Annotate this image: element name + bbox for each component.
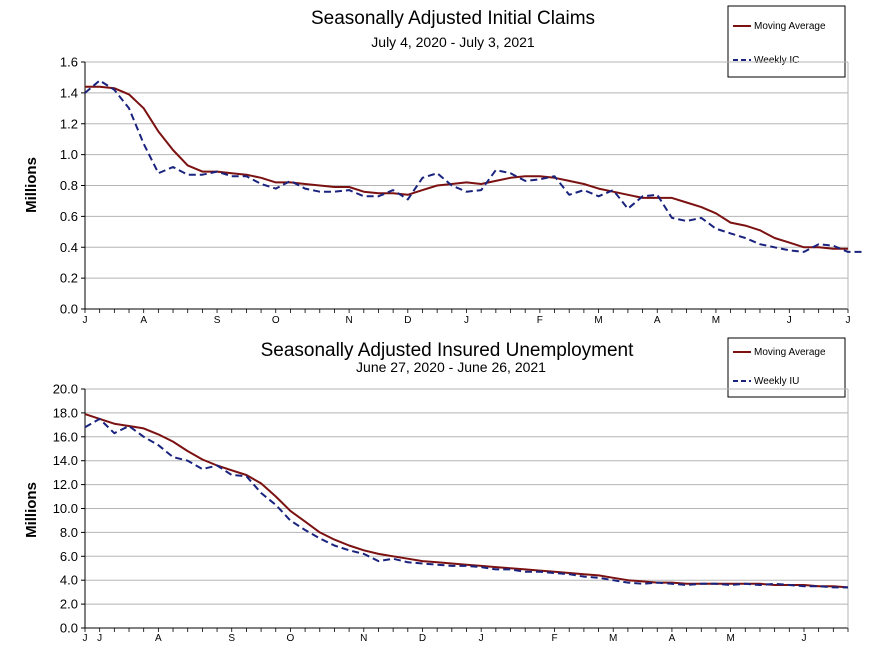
plot-area: 0.0 0.2 0.4 0.6 0.8 1.0 1.2 1.4 1.6 J A S O N D J F M A M J J xyxy=(60,55,863,326)
x-month-label: D xyxy=(419,633,426,644)
y-tick-label: 14.0 xyxy=(53,453,78,468)
chart-subtitle: July 4, 2020 - July 3, 2021 xyxy=(371,34,535,50)
legend-weekly-ic-label: Weekly IC xyxy=(754,55,799,66)
x-month-label: N xyxy=(360,633,367,644)
x-month-label: M xyxy=(609,633,617,644)
y-tick-label: 4.0 xyxy=(60,573,78,588)
legend: Moving Average Weekly IU xyxy=(727,337,846,398)
y-tick-label: 0.6 xyxy=(60,209,78,224)
y-tick-label: 20.0 xyxy=(53,382,78,397)
legend-moving-average-label: Moving Average xyxy=(754,21,826,32)
weekly-series-line xyxy=(84,417,848,589)
x-month-label: A xyxy=(669,633,676,644)
x-month-label: S xyxy=(214,315,221,326)
legend-box xyxy=(727,337,846,398)
x-month-label: J xyxy=(464,315,469,326)
y-tick-label: 1.2 xyxy=(60,116,78,131)
x-month-label: J xyxy=(83,315,88,326)
legend-weekly-iu-label: Weekly IU xyxy=(754,376,799,387)
x-month-label: J xyxy=(787,315,792,326)
x-month-label: A xyxy=(654,315,661,326)
chart-title: Seasonally Adjusted Initial Claims xyxy=(311,8,595,29)
x-month-label: M xyxy=(712,315,720,326)
legend: Moving Average Weekly IC xyxy=(727,5,846,78)
x-month-label: D xyxy=(404,315,411,326)
x-month-label: O xyxy=(272,315,280,326)
chart-title: Seasonally Adjusted Insured Unemployment xyxy=(261,340,635,361)
y-tick-label: 18.0 xyxy=(53,405,78,420)
y-tick-label: 0.0 xyxy=(60,302,78,317)
x-month-label: O xyxy=(287,633,295,644)
x-month-label: A xyxy=(155,633,162,644)
y-tick-label: 1.4 xyxy=(60,85,78,100)
plot-area: 0.0 2.0 4.0 6.0 8.0 10.0 12.0 14.0 16.0 18.0 20.0 J… xyxy=(53,382,849,644)
y-tick-label: 1.6 xyxy=(60,55,78,70)
moving-average-line xyxy=(84,413,849,589)
y-tick-label: 10.0 xyxy=(53,501,78,516)
x-month-label: F xyxy=(537,315,543,326)
y-tick-label: 6.0 xyxy=(60,549,78,564)
x-month-label: J xyxy=(846,315,851,326)
y-tick-label: 16.0 xyxy=(53,429,78,444)
legend-moving-average-label: Moving Average xyxy=(754,347,826,358)
y-tick-label: 0.2 xyxy=(60,271,78,286)
y-tick-label: 0.8 xyxy=(60,178,78,193)
x-month-label: A xyxy=(140,315,147,326)
chart-subtitle: June 27, 2020 - June 26, 2021 xyxy=(356,359,546,375)
y-tick-label: 8.0 xyxy=(60,525,78,540)
initial-claims-chart: Seasonally Adjusted Initial Claims July … xyxy=(23,5,863,326)
y-axis-label: Millions xyxy=(23,157,40,213)
x-month-label: S xyxy=(228,633,235,644)
legend-box xyxy=(727,5,846,78)
x-month-label: J xyxy=(479,633,484,644)
y-tick-label: 0.0 xyxy=(60,621,78,636)
y-tick-label: 2.0 xyxy=(60,597,78,612)
weekly-series-line xyxy=(84,79,863,253)
x-month-label: J xyxy=(801,633,806,644)
y-tick-label: 12.0 xyxy=(53,477,78,492)
y-axis-label: Millions xyxy=(23,482,40,538)
x-month-label: M xyxy=(726,633,734,644)
x-month-label: J xyxy=(97,633,102,644)
x-month-label: J xyxy=(83,633,88,644)
x-month-label: F xyxy=(551,633,557,644)
y-tick-label: 1.0 xyxy=(60,147,78,162)
y-tick-label: 0.4 xyxy=(60,240,78,255)
insured-unemployment-chart: Seasonally Adjusted Insured Unemployment… xyxy=(23,337,849,644)
x-month-label: N xyxy=(345,315,352,326)
x-month-label: M xyxy=(594,315,602,326)
moving-average-line xyxy=(85,85,848,250)
